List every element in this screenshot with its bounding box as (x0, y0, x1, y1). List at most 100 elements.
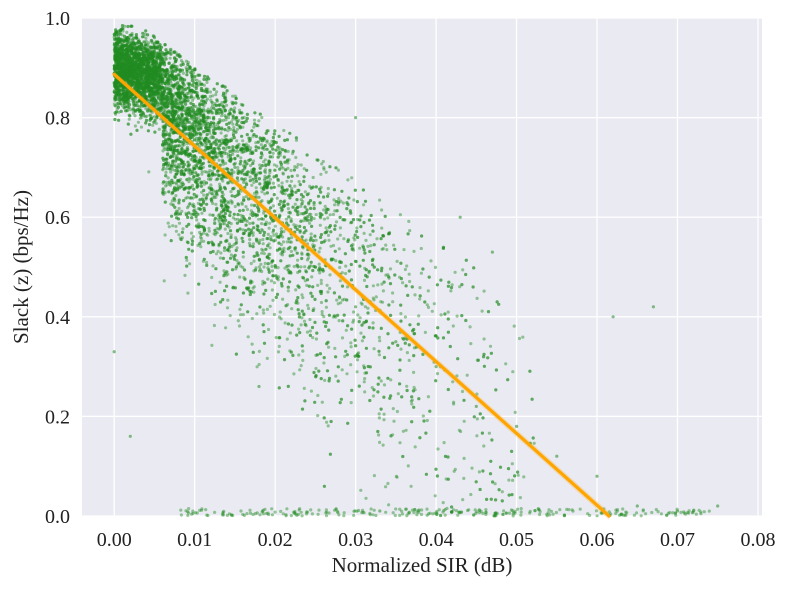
scatter-point (380, 227, 383, 230)
scatter-point (300, 163, 303, 166)
scatter-point (281, 298, 284, 301)
scatter-point (205, 81, 208, 84)
scatter-point (405, 264, 408, 267)
scatter-point (273, 313, 276, 316)
scatter-point (273, 163, 276, 166)
scatter-point (277, 184, 280, 187)
scatter-point (319, 224, 322, 227)
scatter-point (376, 283, 379, 286)
scatter-point (372, 321, 375, 324)
scatter-point (426, 303, 429, 306)
scatter-point (338, 319, 341, 322)
scatter-point (272, 152, 275, 155)
scatter-point (269, 178, 272, 181)
scatter-point (519, 496, 522, 499)
scatter-point (385, 248, 388, 251)
scatter-point (463, 420, 466, 423)
scatter-point (399, 213, 402, 216)
scatter-point (226, 200, 229, 203)
scatter-point (511, 462, 514, 465)
scatter-point (380, 208, 383, 211)
scatter-point (352, 198, 355, 201)
scatter-point (316, 394, 319, 397)
scatter-point (363, 279, 366, 282)
scatter-point (382, 444, 385, 447)
scatter-point (338, 266, 341, 269)
scatter-point (250, 204, 253, 207)
scatter-point (224, 326, 227, 329)
scatter-point (246, 208, 249, 211)
scatter-point (226, 306, 229, 309)
scatter-point (239, 156, 242, 159)
scatter-point (359, 316, 362, 319)
scatter-point (277, 350, 280, 353)
scatter-point (436, 447, 439, 450)
scatter-point (286, 338, 289, 341)
scatter-point (341, 336, 344, 339)
scatter-point (338, 247, 341, 250)
scatter-point (213, 232, 216, 235)
scatter-point (178, 222, 181, 225)
scatter-point (417, 314, 420, 317)
scatter-point (469, 342, 472, 345)
scatter-point (232, 148, 235, 151)
scatter-point (224, 228, 227, 231)
scatter-point (281, 172, 284, 175)
scatter-point (369, 233, 372, 236)
scatter-point (208, 230, 211, 233)
scatter-point (341, 368, 344, 371)
scatter-point (178, 166, 181, 169)
scatter-point (476, 297, 479, 300)
scatter-point (163, 146, 166, 149)
scatter-point (336, 237, 339, 240)
scatter-point (396, 260, 399, 263)
scatter-point (242, 255, 245, 258)
scatter-point (306, 258, 309, 261)
scatter-point (268, 227, 271, 230)
scatter-point (125, 31, 128, 34)
scatter-point (144, 44, 147, 47)
scatter-point (350, 345, 353, 348)
scatter-point (301, 350, 304, 353)
scatter-point (294, 156, 297, 159)
scatter-point (337, 169, 340, 172)
scatter-point (287, 207, 290, 210)
scatter-point (210, 276, 213, 279)
scatter-point (163, 279, 166, 282)
scatter-point (434, 494, 437, 497)
scatter-point (256, 365, 259, 368)
scatter-point (262, 242, 265, 245)
scatter-point (462, 477, 465, 480)
scatter-point (200, 184, 203, 187)
scatter-point (436, 372, 439, 375)
scatter-point (431, 310, 434, 313)
scatter-point (456, 315, 459, 318)
scatter-point (327, 424, 330, 427)
scatter-point (207, 227, 210, 230)
scatter-point (389, 378, 392, 381)
scatter-point (257, 218, 260, 221)
scatter-point (466, 374, 469, 377)
scatter-point (298, 368, 301, 371)
scatter-point (401, 281, 404, 284)
scatter-point (433, 302, 436, 305)
scatter-point (332, 213, 335, 216)
scatter-point (200, 212, 203, 215)
scatter-point (137, 121, 140, 124)
scatter-point (356, 358, 359, 361)
scatter-point (264, 262, 267, 265)
scatter-point (407, 220, 410, 223)
scatter-point (232, 126, 235, 129)
scatter-point (266, 139, 269, 142)
scatter-point (234, 205, 237, 208)
scatter-point (320, 282, 323, 285)
scatter-point (377, 433, 380, 436)
scatter-point (128, 118, 131, 121)
scatter-point (214, 303, 217, 306)
scatter-point (255, 186, 258, 189)
scatter-point (239, 265, 242, 268)
scatter-point (310, 232, 313, 235)
scatter-point (458, 429, 461, 432)
scatter-point (373, 347, 376, 350)
scatter-point (229, 190, 232, 193)
